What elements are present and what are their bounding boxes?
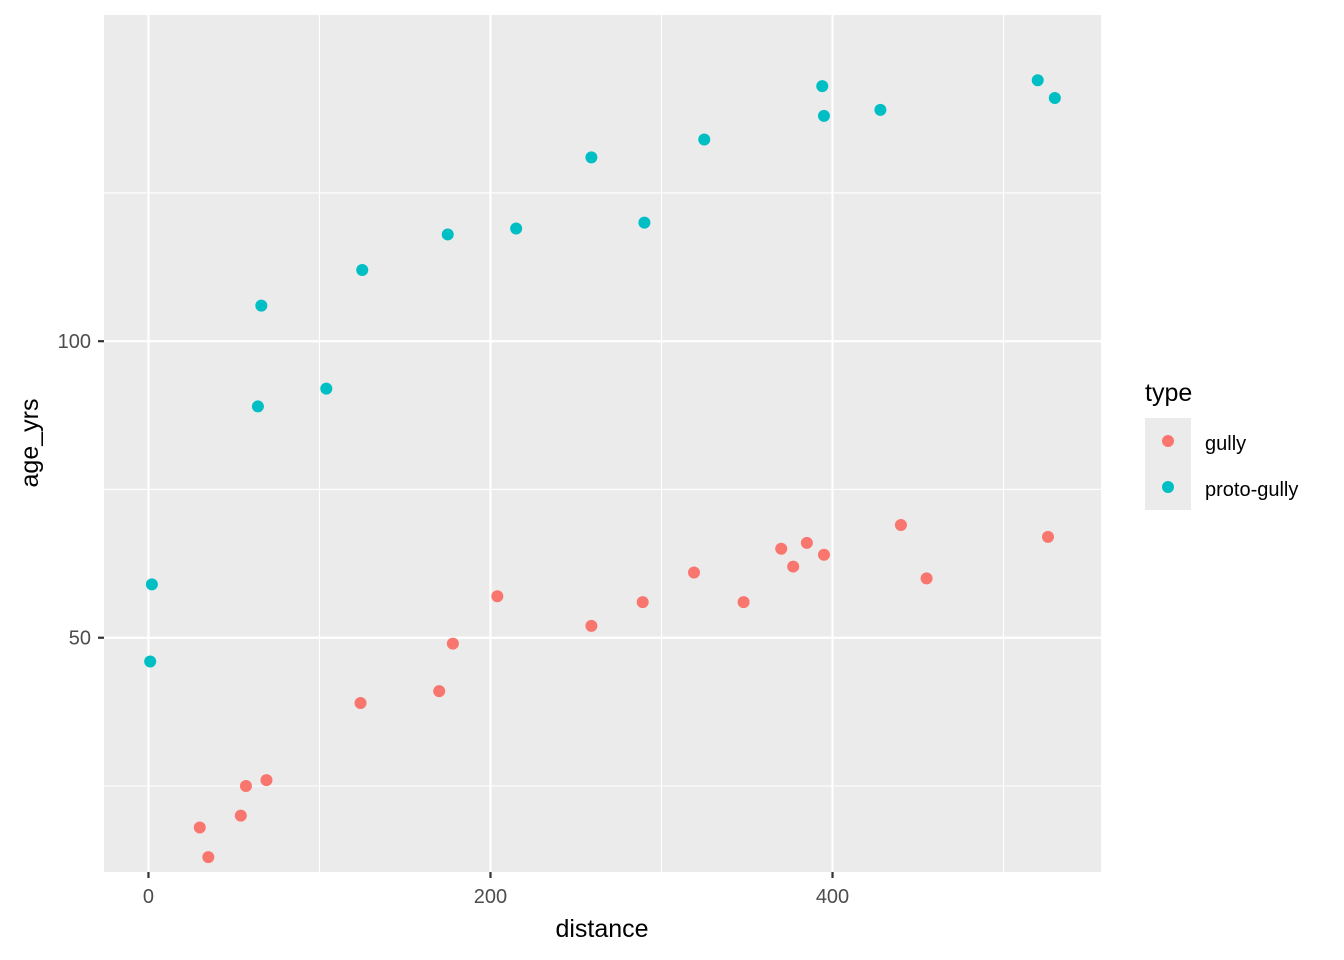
- point-proto-gully: [441, 228, 454, 241]
- point-proto-gully: [510, 222, 523, 235]
- major-grid: [104, 15, 1101, 872]
- legend-label-gully: gully: [1205, 433, 1246, 455]
- point-gully: [737, 596, 750, 609]
- point-gully: [234, 809, 247, 822]
- legend-title: type: [1145, 379, 1192, 407]
- point-proto-gully: [144, 655, 157, 668]
- point-proto-gully: [698, 133, 711, 146]
- legend-swatch-gully: [1162, 435, 1174, 447]
- point-proto-gully: [585, 151, 598, 164]
- x-axis-title: distance: [555, 915, 648, 943]
- legend-label-proto-gully: proto-gully: [1205, 479, 1298, 501]
- point-proto-gully: [356, 264, 369, 277]
- point-gully: [920, 572, 933, 585]
- point-gully: [800, 536, 813, 549]
- point-gully: [585, 619, 598, 632]
- point-gully: [446, 637, 459, 650]
- point-gully: [433, 685, 446, 698]
- legend-swatch-proto-gully: [1162, 481, 1174, 493]
- point-proto-gully: [817, 109, 830, 122]
- y-tick-label: 100: [58, 331, 91, 353]
- point-gully: [202, 851, 215, 864]
- x-tick-label: 0: [143, 886, 154, 908]
- y-tick-label: 50: [69, 628, 91, 650]
- point-proto-gully: [145, 578, 158, 591]
- x-axis: 0 200 400: [143, 872, 849, 908]
- x-tick-label: 200: [474, 886, 507, 908]
- x-tick-label: 400: [816, 886, 849, 908]
- point-proto-gully: [874, 103, 887, 116]
- point-proto-gully: [1031, 74, 1044, 87]
- point-proto-gully: [816, 80, 829, 93]
- point-gully: [817, 548, 830, 561]
- point-proto-gully: [638, 216, 651, 229]
- point-gully: [260, 774, 273, 787]
- point-gully: [354, 696, 367, 709]
- point-gully: [1041, 530, 1054, 543]
- y-axis: 50 100: [58, 331, 104, 650]
- point-gully: [787, 560, 800, 573]
- panel-background: [104, 15, 1101, 872]
- minor-grid: [104, 15, 1101, 872]
- point-proto-gully: [1048, 92, 1061, 105]
- point-gully: [239, 780, 252, 793]
- point-gully: [894, 519, 907, 532]
- legend: type gully proto-gully: [1145, 379, 1298, 510]
- point-gully: [491, 590, 504, 603]
- point-gully: [636, 596, 649, 609]
- point-proto-gully: [320, 382, 333, 395]
- point-gully: [193, 821, 206, 834]
- y-axis-title: age_yrs: [16, 399, 44, 488]
- point-proto-gully: [251, 400, 264, 413]
- point-proto-gully: [255, 299, 268, 312]
- data-points: [144, 74, 1061, 864]
- point-gully: [687, 566, 700, 579]
- point-gully: [775, 542, 788, 555]
